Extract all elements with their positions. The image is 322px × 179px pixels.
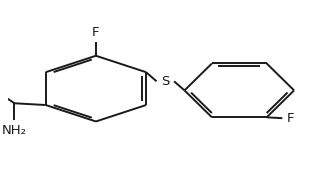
Text: F: F [287, 112, 295, 125]
Text: S: S [161, 75, 169, 88]
Text: F: F [92, 26, 100, 39]
Text: NH₂: NH₂ [2, 124, 27, 137]
